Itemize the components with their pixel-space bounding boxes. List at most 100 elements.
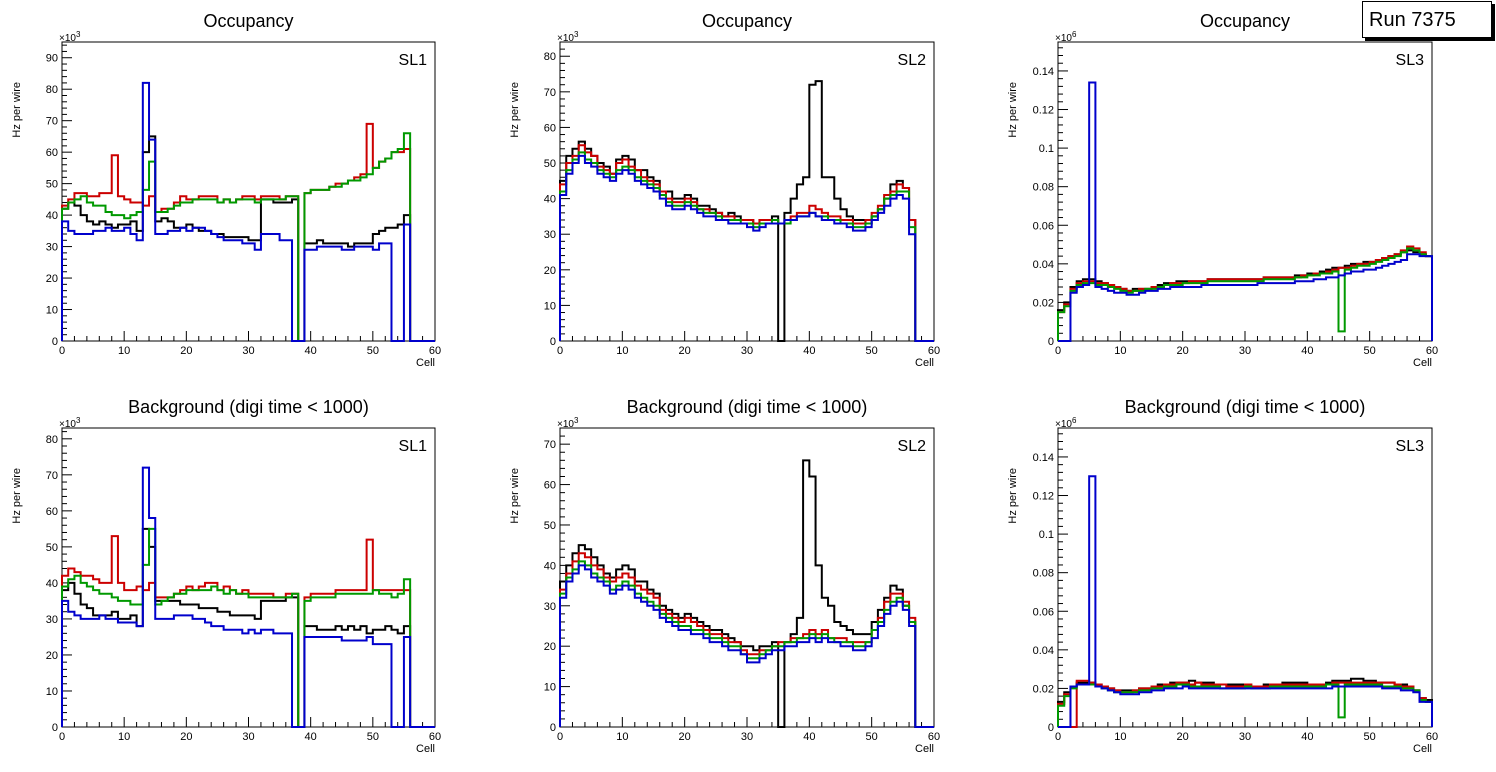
y-tick-label: 70 [544, 87, 556, 99]
series-red-histogram [61, 122, 435, 342]
series-blue-histogram [1058, 475, 1433, 728]
x-tick-label: 0 [59, 345, 65, 357]
y-tick-label: 0.12 [1033, 105, 1054, 117]
y-tick-label: 60 [46, 147, 58, 159]
chart-tag: SL3 [1396, 52, 1425, 69]
x-tick-label: 60 [429, 731, 441, 743]
x-tick-label: 10 [1114, 345, 1126, 357]
y-axis-label: Hz per wire [509, 82, 521, 138]
y-tick-label: 0.08 [1033, 568, 1054, 580]
x-axis-label: Cell [915, 357, 934, 369]
y-tick-label: 0.06 [1033, 220, 1054, 232]
x-tick-label: 0 [1055, 345, 1061, 357]
chart-tag: SL2 [898, 438, 927, 455]
chart-title: Background (digi time < 1000) [627, 397, 868, 417]
x-tick-label: 10 [118, 731, 130, 743]
chart-title: Background (digi time < 1000) [1125, 397, 1366, 417]
x-axis-label: Cell [1413, 743, 1432, 755]
series-green-histogram [559, 560, 934, 728]
y-tick-label: 20 [46, 650, 58, 662]
x-tick-label: 50 [367, 731, 379, 743]
y-tick-label: 40 [46, 578, 58, 590]
y-axis-label: Hz per wire [509, 468, 521, 524]
x-tick-label: 20 [180, 345, 192, 357]
axis-multiplier: ×103 [557, 30, 579, 44]
y-tick-label: 0.02 [1033, 683, 1054, 695]
series-black-histogram [61, 527, 435, 728]
y-axis-label: Hz per wire [1007, 468, 1019, 524]
y-tick-label: 30 [46, 242, 58, 254]
x-tick-label: 20 [679, 731, 691, 743]
y-tick-label: 10 [544, 682, 556, 694]
x-tick-label: 30 [242, 345, 254, 357]
x-tick-label: 50 [1364, 345, 1376, 357]
axis-multiplier: ×106 [1055, 416, 1077, 430]
series-red-histogram [1057, 245, 1433, 341]
y-tick-label: 50 [544, 158, 556, 170]
y-tick-label: 0 [1048, 722, 1054, 734]
series-blue-histogram [559, 564, 934, 728]
y-tick-label: 20 [46, 273, 58, 285]
x-tick-label: 50 [367, 345, 379, 357]
y-tick-label: 30 [544, 601, 556, 613]
y-tick-label: 20 [544, 265, 556, 277]
chart-tag: SL1 [399, 52, 428, 69]
x-tick-label: 0 [557, 345, 563, 357]
x-tick-label: 40 [1301, 731, 1313, 743]
y-tick-label: 60 [544, 480, 556, 492]
y-tick-label: 30 [544, 229, 556, 241]
y-tick-label: 0.14 [1033, 66, 1054, 78]
chart-title: Occupancy [702, 11, 792, 31]
x-tick-label: 30 [242, 731, 254, 743]
y-tick-label: 50 [544, 520, 556, 532]
x-tick-label: 40 [803, 345, 815, 357]
x-tick-label: 0 [59, 731, 65, 743]
y-tick-label: 50 [46, 179, 58, 191]
y-tick-label: 0 [52, 336, 58, 348]
x-tick-label: 30 [1239, 731, 1251, 743]
chart-title: Occupancy [203, 11, 293, 31]
series-blue-histogram [1058, 81, 1433, 342]
y-tick-label: 0.12 [1033, 491, 1054, 503]
x-tick-label: 60 [928, 345, 940, 357]
series-blue-histogram [559, 154, 934, 342]
x-tick-label: 10 [616, 345, 628, 357]
y-tick-label: 40 [544, 194, 556, 206]
y-tick-label: 40 [46, 210, 58, 222]
axis-multiplier: ×106 [1055, 30, 1077, 44]
series-green-histogram [61, 132, 435, 342]
x-tick-label: 30 [741, 731, 753, 743]
chart-title: Background (digi time < 1000) [128, 397, 369, 417]
x-tick-label: 60 [429, 345, 441, 357]
x-axis-label: Cell [416, 743, 435, 755]
x-tick-label: 20 [679, 345, 691, 357]
series-red-histogram [1057, 679, 1433, 728]
series-black-histogram [61, 135, 435, 342]
x-tick-label: 20 [1177, 345, 1189, 357]
chart-panel-1: Occupancy SL1 Hz per wire Cell ×103 0 10 20 30 40… [11, 11, 441, 369]
y-tick-label: 90 [46, 53, 58, 65]
y-tick-label: 0.1 [1039, 529, 1054, 541]
x-tick-label: 60 [1426, 731, 1438, 743]
series-red-histogram [559, 552, 934, 728]
x-tick-label: 60 [928, 731, 940, 743]
y-tick-label: 80 [46, 84, 58, 96]
y-tick-label: 10 [46, 686, 58, 698]
x-axis-label: Cell [915, 743, 934, 755]
x-tick-label: 0 [557, 731, 563, 743]
series-blue-histogram [61, 81, 435, 342]
y-axis-label: Hz per wire [11, 468, 23, 524]
x-tick-label: 10 [1114, 731, 1126, 743]
axis-multiplier: ×103 [59, 30, 81, 44]
y-tick-label: 70 [544, 439, 556, 451]
y-tick-label: 60 [544, 122, 556, 134]
y-tick-label: 0 [52, 722, 58, 734]
chart-panel-6: Background (digi time < 1000) SL3 Hz per w… [1007, 397, 1438, 755]
y-tick-label: 0 [1048, 336, 1054, 348]
x-tick-label: 40 [803, 731, 815, 743]
run-label: Run 7375 [1362, 1, 1492, 38]
series-blue-histogram [61, 466, 435, 728]
plot-frame [559, 41, 935, 342]
x-tick-label: 40 [305, 345, 317, 357]
